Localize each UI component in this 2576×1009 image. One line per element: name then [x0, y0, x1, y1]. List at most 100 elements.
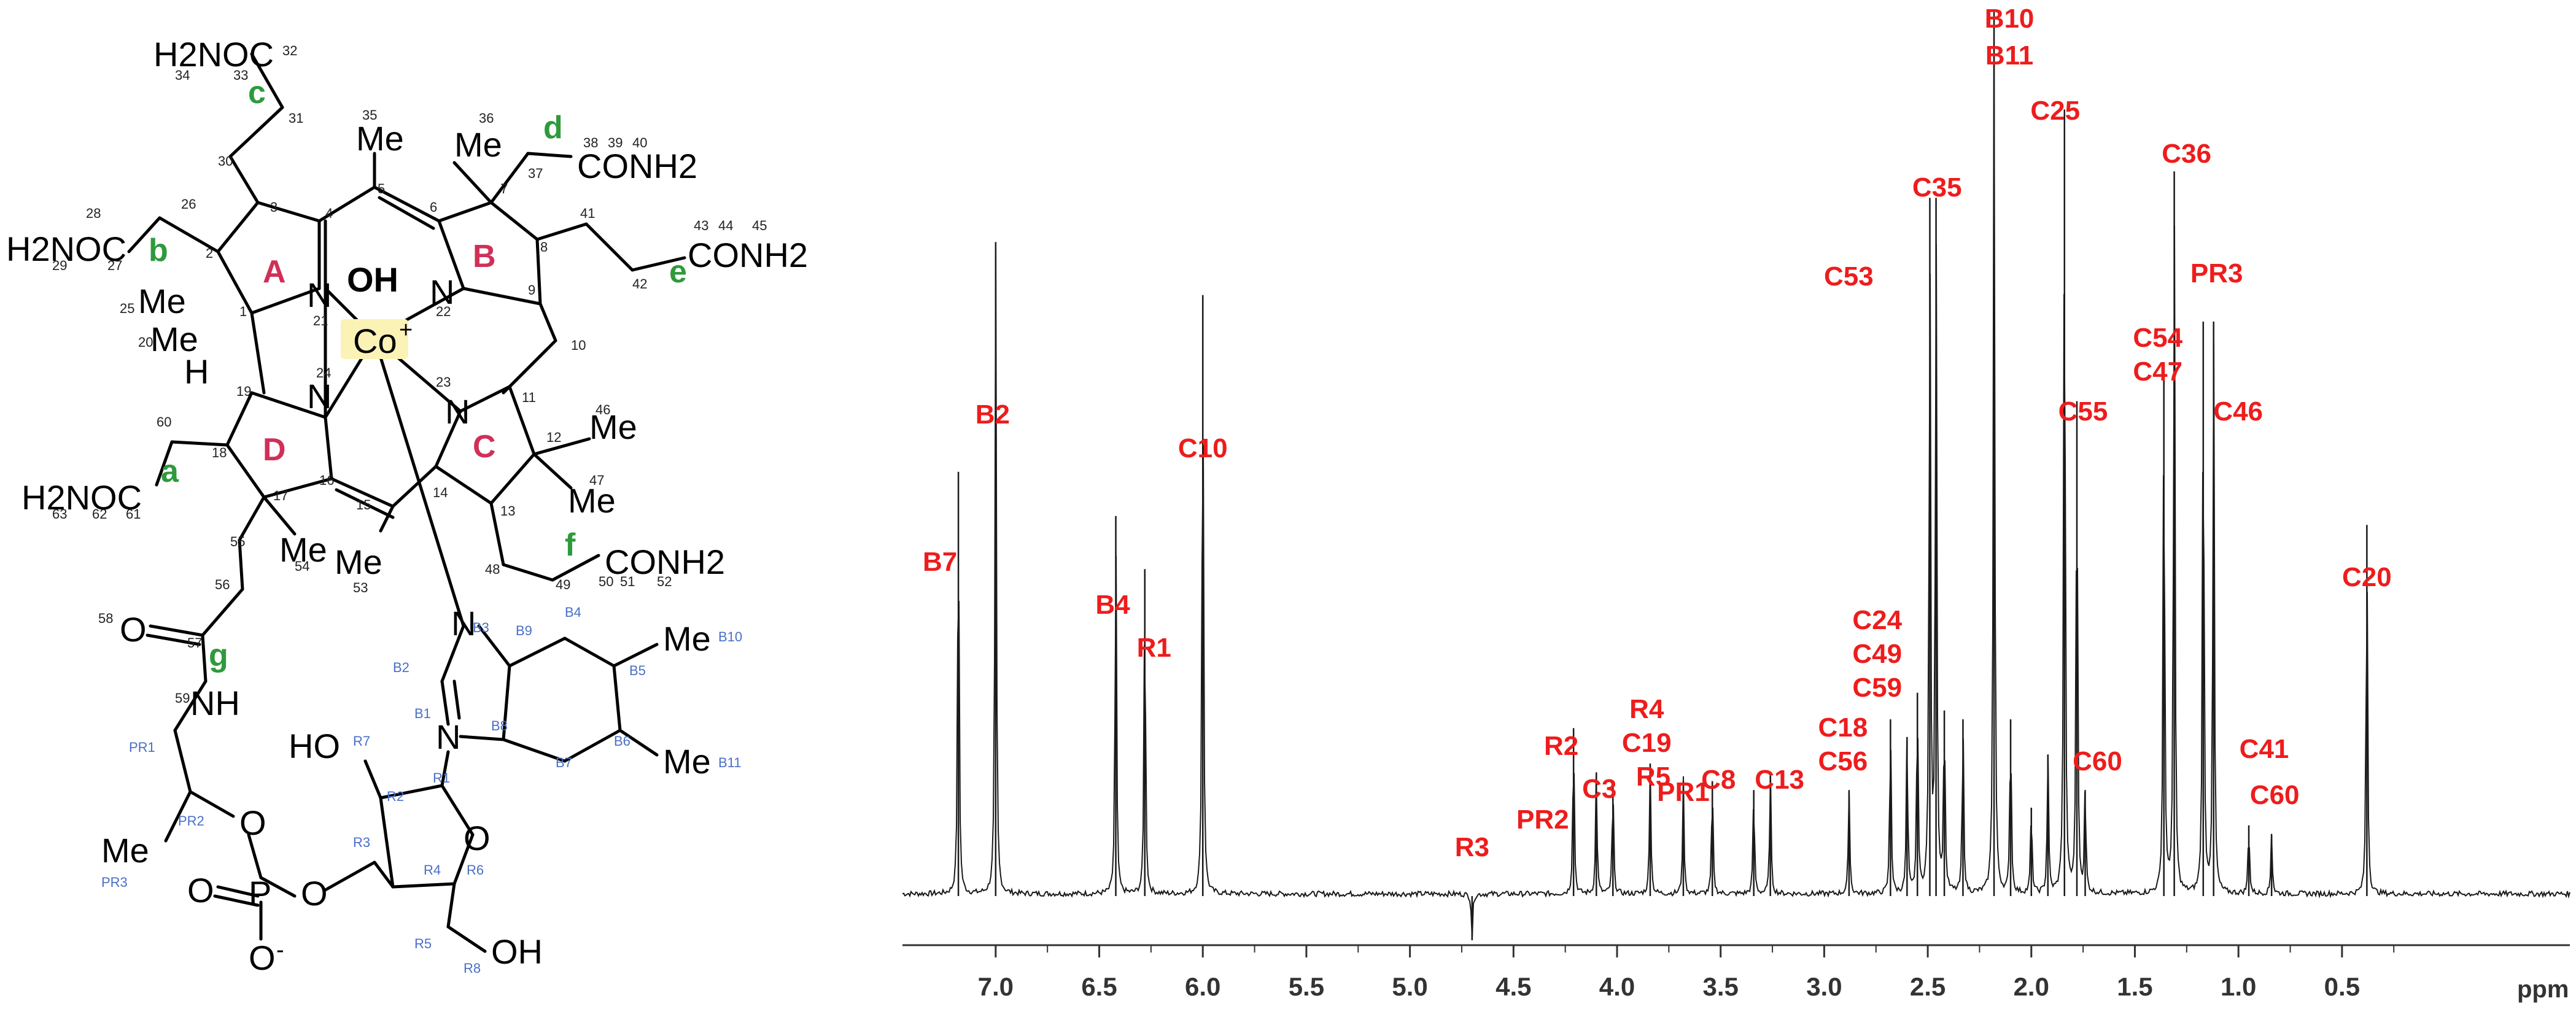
x-tick-label: 5.0: [1392, 972, 1427, 1001]
phosphate-charge: -: [276, 937, 284, 963]
number-57: 57: [187, 635, 202, 651]
chain-label-f: f: [565, 527, 576, 563]
number-40: 40: [632, 135, 647, 150]
methyl-12b: Me: [568, 481, 616, 520]
number-1: 1: [239, 304, 247, 319]
label-b7: B7: [556, 755, 572, 770]
peak-label: PR3: [2190, 258, 2243, 288]
label-b6: B6: [614, 733, 630, 749]
number-54: 54: [295, 559, 309, 574]
peak-label: C59: [1852, 673, 1902, 703]
x-tick-label: 2.5: [1910, 972, 1946, 1001]
methyl-15: Me: [335, 543, 382, 581]
label-pr2: PR2: [178, 813, 204, 829]
spectrum-trace-group: [902, 9, 2570, 940]
label-b5: B5: [629, 663, 646, 678]
methyl-1: Me: [150, 320, 198, 358]
peak-label: C10: [1178, 433, 1228, 463]
spectrum-line: [902, 9, 2570, 938]
cobalt-charge: +: [399, 317, 413, 343]
hydroxyl-axial: OH: [347, 260, 398, 299]
number-59: 59: [175, 690, 190, 706]
atom-numbers: 34 33 32 31 30 3 26 28 29 27 2 25 20 1 4…: [52, 43, 767, 706]
number-36: 36: [479, 110, 494, 126]
phosphate-oxygen-minus: O: [249, 938, 276, 977]
number-25: 25: [120, 301, 134, 316]
peak-label: C47: [2133, 357, 2182, 387]
peak-label: C20: [2342, 562, 2392, 592]
number-31: 31: [289, 110, 303, 126]
peak-label: B10: [1985, 4, 2035, 34]
x-tick-label: 1.5: [2117, 972, 2152, 1001]
number-62: 62: [92, 506, 107, 522]
ring-label-c: C: [473, 429, 496, 465]
number-4: 4: [325, 206, 333, 221]
peak-label: C46: [2213, 396, 2263, 427]
bonds: [127, 52, 686, 953]
number-41: 41: [580, 206, 595, 221]
number-60: 60: [157, 414, 171, 430]
amide-d: CONH2: [577, 147, 697, 185]
label-b4: B4: [565, 605, 581, 620]
peak-label: R5: [1636, 762, 1670, 792]
number-32: 32: [282, 43, 297, 58]
ribose-hydroxyl-r8: OH: [491, 932, 543, 971]
peak-label: C25: [2030, 96, 2080, 126]
peak-label: PR2: [1516, 805, 1569, 835]
phosphate-oxygen-top: O: [239, 803, 266, 842]
number-38: 38: [583, 135, 598, 150]
label-r8: R8: [464, 961, 481, 976]
number-7: 7: [500, 181, 508, 196]
chain-label-g: g: [209, 638, 228, 673]
number-44: 44: [718, 218, 733, 233]
nitrogen-23: N: [445, 392, 470, 431]
number-26: 26: [181, 196, 196, 212]
number-61: 61: [126, 506, 141, 522]
label-r4: R4: [424, 862, 441, 878]
number-12: 12: [546, 430, 561, 445]
peak-label: R3: [1455, 832, 1489, 862]
chain-label-d: d: [543, 110, 563, 145]
number-49: 49: [556, 577, 570, 592]
x-tick-label: 6.0: [1185, 972, 1220, 1001]
x-tick-label: 4.0: [1599, 972, 1635, 1001]
number-52: 52: [657, 574, 672, 589]
number-33: 33: [233, 68, 248, 83]
ribose-ring-oxygen: O: [464, 819, 491, 857]
label-b11: B11: [718, 755, 742, 770]
peak-label: R2: [1544, 731, 1578, 761]
methyl-2: Me: [138, 282, 186, 320]
label-b2: B2: [393, 660, 409, 675]
methyl-17: Me: [279, 530, 327, 569]
peak-label: B7: [923, 547, 957, 577]
x-tick-label: 2.0: [2014, 972, 2049, 1001]
phosphate-oxygen-double: O: [187, 871, 214, 910]
peak-label: C53: [1824, 261, 1874, 292]
peak-label: C54: [2133, 323, 2182, 353]
peak-label: C56: [1818, 746, 1868, 776]
chain-labels: a b c d e f g: [149, 75, 687, 673]
x-tick-label: 3.0: [1806, 972, 1842, 1001]
peak-label: C60: [2250, 780, 2300, 810]
methyl-12a: Me: [589, 408, 637, 446]
peak-label: R1: [1137, 633, 1171, 663]
ring-labels: A B C D: [263, 239, 496, 468]
peak-label: C8: [1701, 765, 1736, 795]
x-tick-label: 0.5: [2324, 972, 2360, 1001]
peak-label: C49: [1852, 639, 1902, 669]
number-39: 39: [608, 135, 623, 150]
number-55: 55: [230, 534, 245, 549]
ring-label-d: D: [263, 432, 286, 468]
oxygen-58: O: [120, 610, 147, 649]
peak-label: B2: [976, 400, 1010, 430]
label-b8: B8: [491, 718, 508, 733]
number-51: 51: [620, 574, 635, 589]
number-6: 6: [430, 199, 437, 215]
number-21: 21: [313, 313, 328, 328]
number-29: 29: [52, 258, 67, 273]
amide-a: H2NOC: [21, 478, 142, 517]
ring-label-b: B: [473, 239, 496, 274]
number-3: 3: [270, 199, 277, 215]
x-axis-label: ppm: [2517, 976, 2569, 1003]
